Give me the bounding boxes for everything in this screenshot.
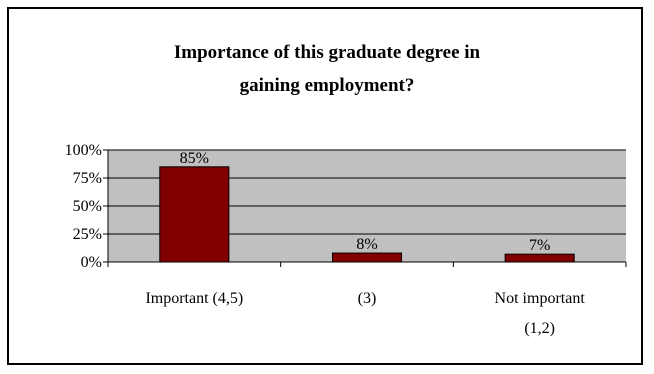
data-label: 8% <box>356 236 377 253</box>
data-label: 7% <box>529 237 550 254</box>
x-tick-label: Not important <box>495 290 586 307</box>
y-tick-label: 75% <box>73 170 102 187</box>
y-tick-label: 100% <box>65 142 102 159</box>
data-label: 85% <box>180 150 209 167</box>
bar <box>504 253 575 263</box>
y-tick-label: 0% <box>81 254 102 271</box>
y-tick-label: 25% <box>73 226 102 243</box>
bar <box>159 166 230 263</box>
bar <box>331 252 403 263</box>
x-tick-label: (3) <box>358 290 377 307</box>
y-tick-label: 50% <box>73 198 102 215</box>
x-tick-label: (1,2) <box>524 320 555 337</box>
chart-title-line-2: gaining employment? <box>240 75 415 96</box>
chart-title-line-1: Importance of this graduate degree in <box>174 42 481 63</box>
x-tick-label: Important (4,5) <box>145 290 243 307</box>
